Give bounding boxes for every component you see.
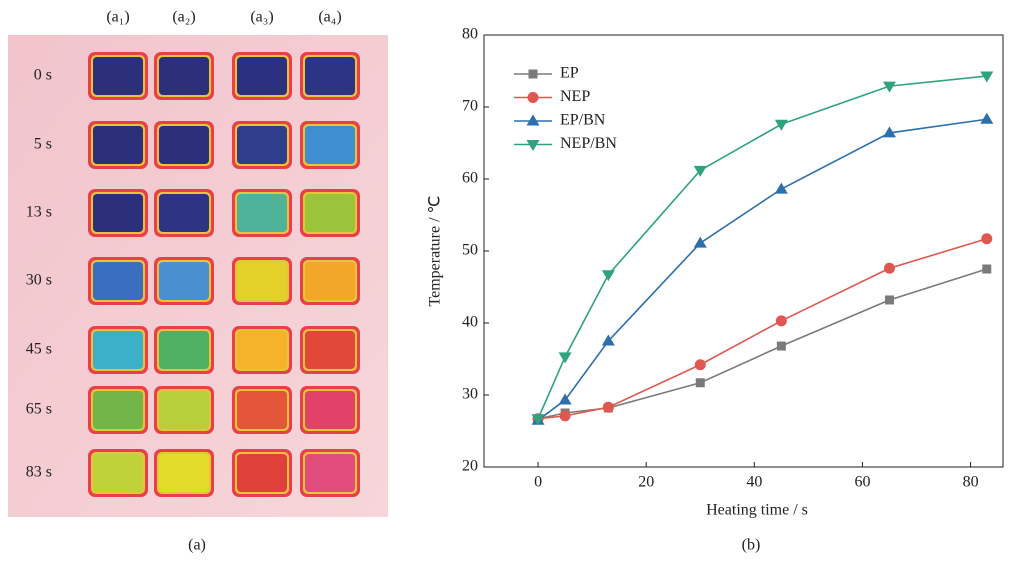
x-axis-label: Heating time / s: [706, 502, 808, 519]
data-point: [774, 182, 788, 194]
data-point: [774, 119, 788, 131]
sample: [305, 331, 355, 369]
sample: [305, 391, 355, 429]
sample: [159, 126, 209, 164]
sample: [237, 57, 287, 95]
sample: [237, 454, 287, 492]
row-label: 65 s: [26, 401, 52, 418]
sample: [305, 454, 355, 492]
sample: [237, 126, 287, 164]
data-point: [602, 401, 614, 413]
row-label: 83 s: [26, 464, 52, 481]
data-point: [601, 334, 615, 346]
sample: [93, 331, 143, 369]
data-point: [980, 71, 994, 83]
y-tick-label: 40: [462, 314, 478, 331]
y-tick-label: 70: [462, 98, 478, 115]
y-tick-label: 30: [462, 386, 478, 403]
data-point: [775, 315, 787, 327]
sample: [159, 194, 209, 232]
data-point: [695, 378, 705, 388]
data-point: [776, 341, 786, 351]
sample: [237, 194, 287, 232]
x-tick-label: 80: [963, 474, 979, 491]
legend-label: NEP/BN: [560, 135, 617, 152]
column-label: (a₁): [106, 9, 129, 26]
sample: [305, 126, 355, 164]
sample: [305, 262, 355, 300]
sample: [305, 57, 355, 95]
row-label: 30 s: [26, 272, 52, 289]
legend-label: EP: [560, 65, 579, 82]
sample: [93, 391, 143, 429]
data-point: [558, 352, 572, 364]
y-tick-label: 20: [462, 458, 478, 475]
series-line: [537, 118, 987, 421]
sample: [305, 194, 355, 232]
legend-label: NEP: [560, 88, 590, 105]
data-point: [531, 414, 545, 426]
data-point: [694, 359, 706, 371]
series-line: [537, 75, 987, 420]
legend-marker: [527, 92, 539, 103]
legend-marker: [528, 69, 538, 79]
x-tick-label: 60: [854, 474, 870, 491]
data-point: [981, 233, 993, 245]
sample: [93, 57, 143, 95]
sample: [159, 454, 209, 492]
caption-b: (b): [742, 537, 761, 554]
caption-a: (a): [188, 537, 206, 554]
row-label: 45 s: [26, 341, 52, 358]
data-point: [559, 410, 571, 422]
column-label: (a₄): [318, 9, 341, 26]
sample: [159, 262, 209, 300]
y-tick-label: 50: [462, 242, 478, 259]
x-tick-label: 20: [638, 474, 654, 491]
sample: [159, 391, 209, 429]
y-tick-label: 60: [462, 170, 478, 187]
sample: [159, 57, 209, 95]
row-label: 13 s: [26, 204, 52, 221]
data-point: [693, 236, 707, 248]
y-tick-label: 80: [462, 26, 478, 43]
column-label: (a₂): [172, 9, 195, 26]
data-point: [883, 262, 895, 274]
sample: [93, 262, 143, 300]
row-label: 0 s: [34, 67, 52, 84]
column-label: (a₃): [250, 9, 273, 26]
data-point: [693, 165, 707, 177]
x-tick-label: 0: [534, 474, 542, 491]
data-point: [558, 393, 572, 405]
sample: [93, 126, 143, 164]
x-tick-label: 40: [746, 474, 762, 491]
sample: [237, 331, 287, 369]
data-point: [982, 264, 992, 274]
data-point: [601, 270, 615, 282]
data-point: [884, 295, 894, 305]
sample: [93, 194, 143, 232]
data-point: [882, 81, 896, 93]
sample: [237, 262, 287, 300]
y-axis-label: Temperature / ℃: [427, 195, 444, 306]
legend-label: EP/BN: [560, 112, 606, 129]
legend-marker: [526, 114, 540, 126]
sample: [93, 454, 143, 492]
data-point: [980, 112, 994, 124]
legend-marker: [526, 140, 540, 151]
sample: [159, 331, 209, 369]
sample: [237, 391, 287, 429]
series-line: [537, 237, 988, 420]
data-point: [882, 126, 896, 138]
row-label: 5 s: [34, 136, 52, 153]
